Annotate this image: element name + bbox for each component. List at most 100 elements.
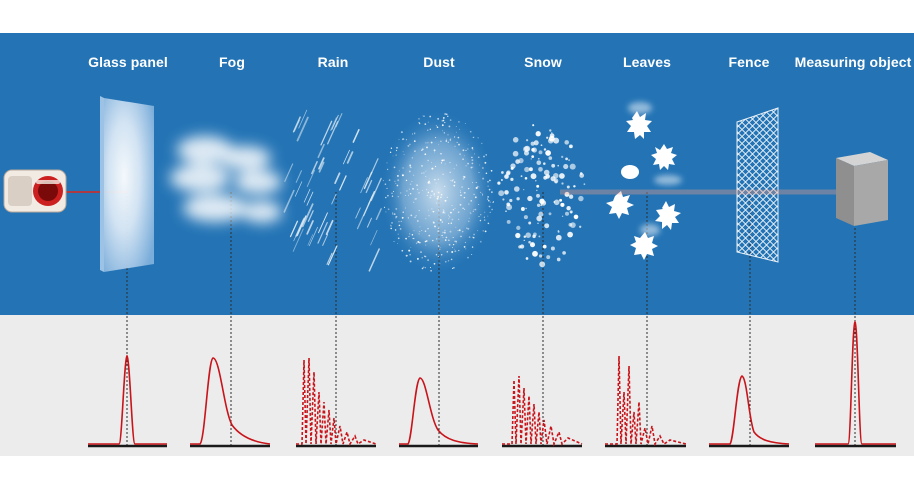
rain-streak: [363, 171, 373, 190]
rain-streak: [342, 149, 350, 165]
dust-particle: [436, 238, 438, 240]
dust-particle: [462, 149, 465, 152]
rain-streak: [365, 179, 373, 194]
dust-particle: [410, 166, 412, 169]
dust-particle: [440, 254, 443, 256]
dust-particle: [454, 240, 457, 243]
dust-particle: [455, 125, 457, 128]
dust-particle: [425, 244, 427, 246]
dust-particle: [453, 184, 456, 187]
dust-particle: [390, 225, 392, 227]
dust-particle: [448, 222, 450, 225]
dust-particle: [397, 196, 399, 198]
dust-particle: [442, 236, 444, 239]
dust-particle: [409, 166, 412, 168]
dust-particle: [401, 138, 404, 141]
dust-particle: [484, 219, 486, 221]
dust-particle: [435, 137, 437, 139]
dust-particle: [483, 155, 485, 158]
dust-particle: [475, 182, 477, 183]
dust-particle: [451, 251, 454, 253]
dust-particle: [439, 263, 441, 265]
rain-streak: [322, 234, 329, 246]
snow-flake: [551, 163, 556, 168]
snow-flake: [538, 166, 543, 172]
dust-particle: [389, 151, 392, 153]
dust-particle: [468, 220, 470, 222]
dust-particle: [432, 221, 435, 224]
dust-particle: [486, 198, 489, 201]
dust-particle: [410, 214, 413, 217]
dust-particle: [426, 189, 428, 191]
rain-streak: [352, 129, 360, 143]
dust-particle: [448, 243, 451, 246]
dust-particle: [482, 230, 484, 232]
dust-particle: [424, 255, 426, 258]
dust-particle: [468, 236, 471, 238]
dust-particle: [422, 266, 425, 269]
snow-flake: [570, 211, 573, 214]
dust-particle: [488, 205, 491, 208]
dust-particle: [440, 196, 442, 199]
dust-particle: [451, 179, 454, 182]
dust-particle: [464, 208, 466, 210]
dust-particle: [385, 211, 387, 213]
dust-particle: [413, 230, 415, 232]
dust-particle: [443, 159, 445, 161]
snow-flake: [564, 140, 569, 145]
leaves-group: [606, 102, 682, 260]
dust-particle: [451, 218, 454, 221]
dust-particle: [391, 221, 393, 224]
dust-particle: [482, 177, 485, 180]
dust-particle: [413, 238, 415, 240]
rain-streak: [331, 193, 337, 205]
snow-flake: [525, 139, 529, 142]
dust-particle: [425, 175, 427, 178]
dust-particle: [418, 233, 420, 235]
dust-particle: [395, 149, 398, 152]
dust-particle: [452, 179, 454, 181]
dust-particle: [404, 194, 406, 196]
rain-streak: [298, 109, 308, 129]
dust-particle: [427, 259, 429, 261]
rain-streak: [320, 120, 333, 146]
dust-particle: [421, 229, 423, 231]
rain-streak: [295, 170, 302, 183]
dust-particle: [436, 197, 439, 200]
dust-particle: [452, 237, 454, 239]
dust-particle: [426, 194, 428, 196]
dust-particle: [405, 237, 407, 240]
dust-particle: [428, 178, 430, 180]
dust-particle: [474, 196, 477, 199]
dust-particle: [433, 262, 436, 265]
maple-leaf-icon: [606, 111, 681, 260]
dust-particle: [392, 212, 394, 214]
dust-particle: [437, 255, 439, 258]
snow-flake: [516, 197, 520, 201]
dust-particle: [442, 210, 445, 212]
dust-particle: [409, 164, 412, 167]
dust-particle: [442, 130, 444, 132]
fence-mesh: [736, 107, 779, 263]
dust-particle: [401, 174, 404, 177]
label-leaves: Leaves: [622, 54, 672, 70]
dust-particle: [484, 211, 486, 213]
snow-flake: [565, 157, 568, 161]
dust-particle: [458, 143, 460, 146]
snow-flake: [579, 172, 583, 175]
snow-flake: [544, 223, 550, 229]
snow-flake: [520, 207, 525, 211]
snow-flake: [543, 175, 548, 180]
bottom-margin: [0, 456, 914, 488]
dust-particle: [462, 158, 464, 161]
dust-particle: [449, 216, 451, 218]
dust-particle: [434, 165, 437, 168]
snow-flake: [527, 195, 533, 202]
dust-particle: [487, 198, 489, 200]
dust-particle: [419, 231, 421, 232]
dust-particle: [402, 151, 404, 153]
snow-flake: [553, 137, 560, 144]
snow-flake: [537, 157, 540, 160]
